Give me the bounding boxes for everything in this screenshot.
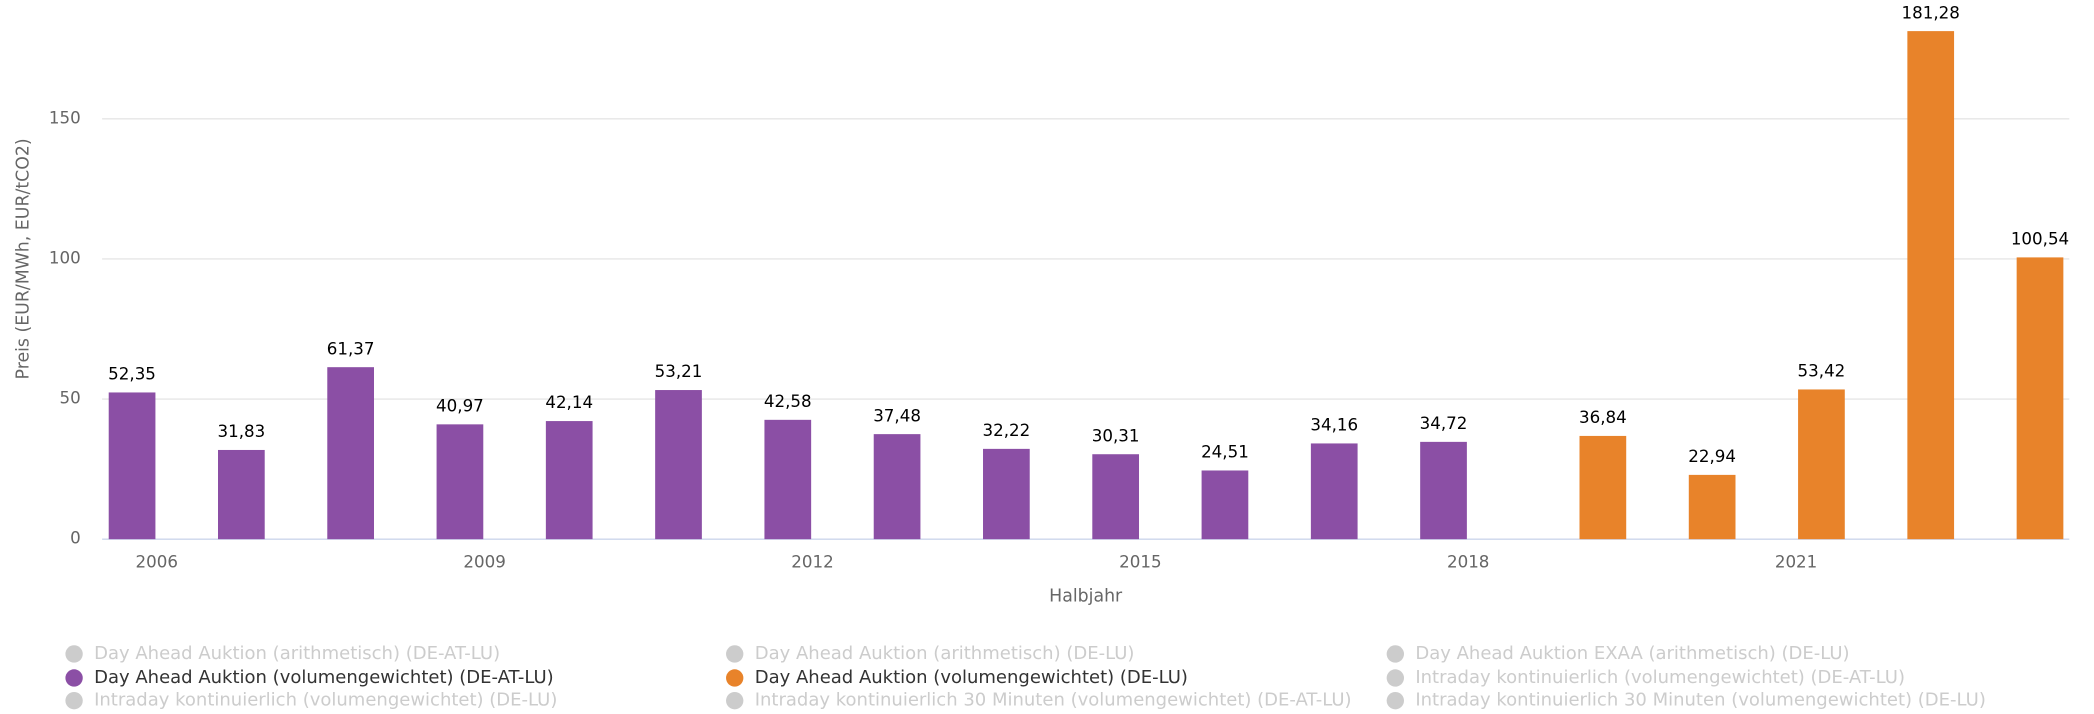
bar	[108, 392, 156, 540]
bar	[1579, 435, 1627, 540]
legend-label[interactable]: Intraday kontinuierlich 30 Minuten (volu…	[1415, 690, 1986, 711]
data-label: 42,58	[764, 392, 812, 411]
data-label: 61,37	[327, 339, 375, 358]
bar	[873, 434, 921, 540]
data-label: 31,83	[217, 422, 265, 441]
bar	[1798, 389, 1845, 540]
legend-label[interactable]: Day Ahead Auktion (arithmetisch) (DE-AT-…	[94, 643, 500, 664]
data-label: 34,16	[1310, 416, 1358, 435]
bar	[1310, 443, 1358, 540]
x-tick-label: 2009	[463, 553, 505, 572]
bar	[1420, 441, 1467, 540]
data-label: 100,54	[2011, 230, 2069, 249]
data-label: 30,31	[1092, 426, 1140, 445]
data-label: 53,21	[655, 362, 703, 381]
bar	[545, 421, 593, 540]
legend-label[interactable]: Intraday kontinuierlich (volumengewichte…	[94, 690, 557, 711]
bar	[983, 448, 1030, 540]
x-tick-label: 2015	[1119, 553, 1161, 572]
data-label: 32,22	[983, 421, 1031, 440]
data-label: 52,35	[108, 365, 156, 384]
data-label: 181,28	[1902, 3, 1960, 22]
y-tick-label: 150	[49, 108, 81, 127]
legend-label[interactable]: Day Ahead Auktion (volumengewichtet) (DE…	[94, 667, 554, 688]
legend-label[interactable]: Day Ahead Auktion (volumengewichtet) (DE…	[755, 667, 1188, 688]
bar	[327, 367, 374, 540]
data-label: 22,94	[1688, 447, 1736, 466]
bar	[436, 424, 484, 540]
legend-marker[interactable]	[65, 645, 83, 663]
bar	[217, 449, 265, 540]
data-label: 53,42	[1798, 362, 1846, 381]
legend-marker[interactable]	[1386, 669, 1405, 687]
y-tick-label: 50	[60, 389, 81, 408]
bar	[1907, 31, 1955, 540]
data-label: 34,72	[1420, 414, 1468, 433]
bar	[655, 390, 702, 540]
bar	[1201, 470, 1249, 540]
legend-marker[interactable]	[726, 645, 744, 663]
legend-label[interactable]: Day Ahead Auktion EXAA (arithmetisch) (D…	[1415, 643, 1849, 664]
bar	[2016, 257, 2064, 540]
legend-marker[interactable]	[65, 669, 83, 687]
x-tick-label: 2018	[1447, 553, 1489, 572]
legend-marker[interactable]	[726, 691, 744, 710]
bar	[1688, 474, 1736, 540]
legend-marker[interactable]	[1386, 691, 1405, 710]
legend-label[interactable]: Day Ahead Auktion (arithmetisch) (DE-LU)	[755, 643, 1135, 664]
data-label: 42,14	[545, 393, 593, 412]
y-tick-label: 100	[49, 248, 81, 267]
legend-label[interactable]: Intraday kontinuierlich (volumengewichte…	[1415, 667, 1905, 688]
data-label: 40,97	[436, 396, 484, 415]
bar	[1092, 454, 1140, 540]
legend-label[interactable]: Intraday kontinuierlich 30 Minuten (volu…	[755, 690, 1352, 711]
data-label: 24,51	[1201, 443, 1249, 462]
x-tick-label: 2012	[791, 553, 833, 572]
data-label: 37,48	[873, 406, 921, 425]
x-tick-label: 2006	[136, 553, 178, 572]
legend-marker[interactable]	[1386, 645, 1405, 663]
bar	[764, 419, 812, 540]
legend-marker[interactable]	[726, 669, 744, 687]
data-label: 36,84	[1579, 408, 1627, 427]
x-tick-label: 2021	[1775, 553, 1817, 572]
y-axis-title: Preis (EUR/MWh, EUR/tCO2)	[13, 138, 33, 379]
legend-marker[interactable]	[65, 691, 83, 710]
x-axis-title: Halbjahr	[1049, 587, 1123, 607]
y-tick-label: 0	[70, 529, 81, 548]
